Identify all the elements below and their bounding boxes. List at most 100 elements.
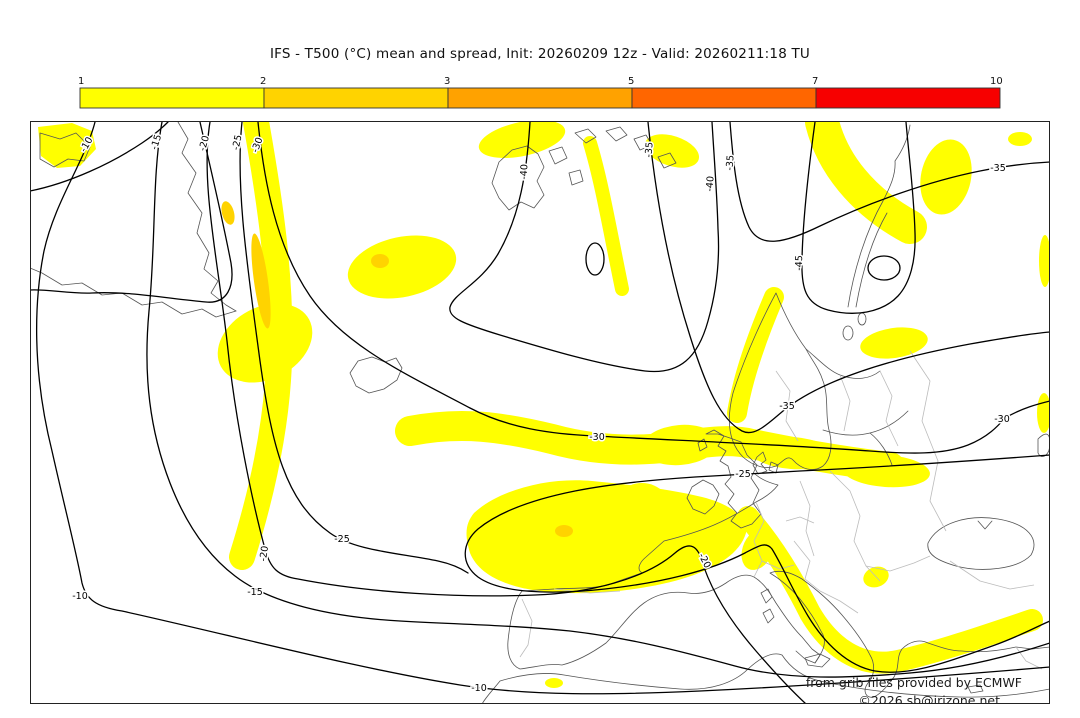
lake	[857, 312, 867, 326]
spread-patch	[1039, 235, 1050, 287]
border-path	[553, 588, 621, 594]
contour-label: -20	[197, 134, 212, 152]
colorbar-segment	[447, 87, 633, 109]
border-path	[909, 350, 947, 532]
border-path	[753, 501, 765, 578]
contour-label: -40	[704, 176, 716, 192]
contour-closed-low	[867, 255, 901, 281]
spread-shading-bands	[229, 121, 1043, 674]
spread-band	[805, 121, 927, 244]
border-path	[793, 540, 859, 614]
coastline-path	[804, 653, 831, 668]
spread-band	[583, 136, 629, 296]
spread-patch	[347, 235, 457, 299]
spread-patch-gold	[555, 525, 573, 537]
contour-path-m25b	[239, 121, 469, 574]
contour-label: -25	[334, 534, 350, 545]
contour-label: -35	[724, 155, 736, 171]
coastline-path	[1037, 433, 1050, 457]
spread-patch-gold	[251, 233, 271, 329]
colorbar-tick: 7	[812, 76, 818, 87]
contour-label: -30	[589, 432, 605, 443]
border-path	[775, 370, 851, 442]
contour-path-m10	[35, 121, 1050, 695]
spread-patch	[1008, 132, 1032, 146]
contour-label: -10	[471, 683, 487, 694]
coastline-path	[481, 653, 1050, 704]
border-path	[519, 598, 533, 658]
coastline-path	[728, 292, 832, 470]
contour-label: -15	[247, 587, 263, 598]
spread-band	[727, 287, 784, 423]
contour-label: -35	[990, 163, 1006, 174]
coastline-path	[686, 479, 720, 515]
colorbar-ticks: 1 2 3 5 7 10	[78, 76, 1003, 87]
border-path	[865, 555, 931, 572]
coastline-path	[927, 517, 1035, 570]
contour-path-greenland2	[30, 121, 169, 192]
colorbar-segment	[263, 87, 449, 109]
coastlines	[30, 121, 1050, 704]
coastline-path	[491, 145, 545, 211]
spread-patch	[920, 139, 972, 215]
coastline-path	[760, 588, 775, 624]
colorbar-tick: 2	[260, 76, 266, 87]
spread-band	[737, 506, 1043, 674]
border-path	[761, 516, 815, 570]
contour-label: -30	[994, 414, 1010, 425]
spread-patch	[478, 121, 566, 158]
border-path	[799, 480, 815, 557]
spread-patch	[545, 678, 563, 688]
weather-map: -10 -10 -10 -15 -15 -20 -20 -20 -25 -25 …	[30, 121, 1050, 704]
colorbar-segment	[631, 87, 817, 109]
lake	[842, 325, 854, 341]
contour-label: -35	[643, 142, 655, 158]
map-frame	[30, 121, 1050, 704]
contour-label: -25	[231, 134, 245, 151]
coastline-path	[177, 121, 237, 312]
colorbar-segment	[815, 87, 1001, 109]
contour-label: -35	[779, 401, 795, 412]
contour-label: -40	[519, 164, 531, 180]
spread-patch-gold	[371, 254, 389, 268]
border-path	[1015, 646, 1043, 670]
colorbar: 1 2 3 5 7 10	[78, 76, 1003, 109]
coastline-path	[39, 132, 91, 168]
spread-band	[229, 121, 293, 570]
spread-patch	[644, 134, 700, 168]
coastline-path	[507, 472, 821, 670]
spread-band	[395, 410, 905, 482]
contour-path-m20	[206, 121, 807, 704]
spread-shading-gold	[221, 201, 573, 537]
contour-path-m30	[257, 121, 1050, 454]
contour-path-greenland	[30, 121, 233, 303]
contour-path-m25	[464, 454, 1050, 673]
contour-path-m35b	[729, 121, 1050, 242]
border-path	[949, 560, 1035, 590]
contour-path-m45	[801, 121, 916, 314]
coastline-path	[705, 429, 762, 529]
spread-patch-gold	[221, 201, 235, 225]
coastline-path	[574, 126, 677, 169]
colorbar-tick: 10	[990, 76, 1003, 87]
contours	[30, 121, 1050, 704]
contour-closed-low	[585, 242, 605, 276]
contour-path-m40	[449, 121, 720, 373]
spread-patch	[1037, 393, 1050, 433]
attribution-line2: ©2026 sb@irizone.net	[858, 693, 1000, 704]
border-path	[829, 470, 881, 582]
colorbar-tick: 3	[444, 76, 450, 87]
spread-patch	[466, 480, 747, 594]
page-title: IFS - T500 (°C) mean and spread, Init: 2…	[269, 46, 811, 62]
contour-path-m15	[146, 121, 1050, 678]
contour-labels: -10 -10 -10 -15 -15 -20 -20 -20 -25 -25 …	[71, 132, 1012, 696]
contour-label: -10	[72, 591, 88, 602]
spread-patch	[610, 483, 674, 551]
coastline-path	[30, 267, 237, 318]
contour-label: -25	[735, 469, 751, 480]
coastline-path	[697, 438, 708, 452]
colorbar-segment	[79, 87, 265, 109]
colorbar-tick: 1	[78, 76, 84, 87]
coastline-path	[847, 124, 911, 308]
